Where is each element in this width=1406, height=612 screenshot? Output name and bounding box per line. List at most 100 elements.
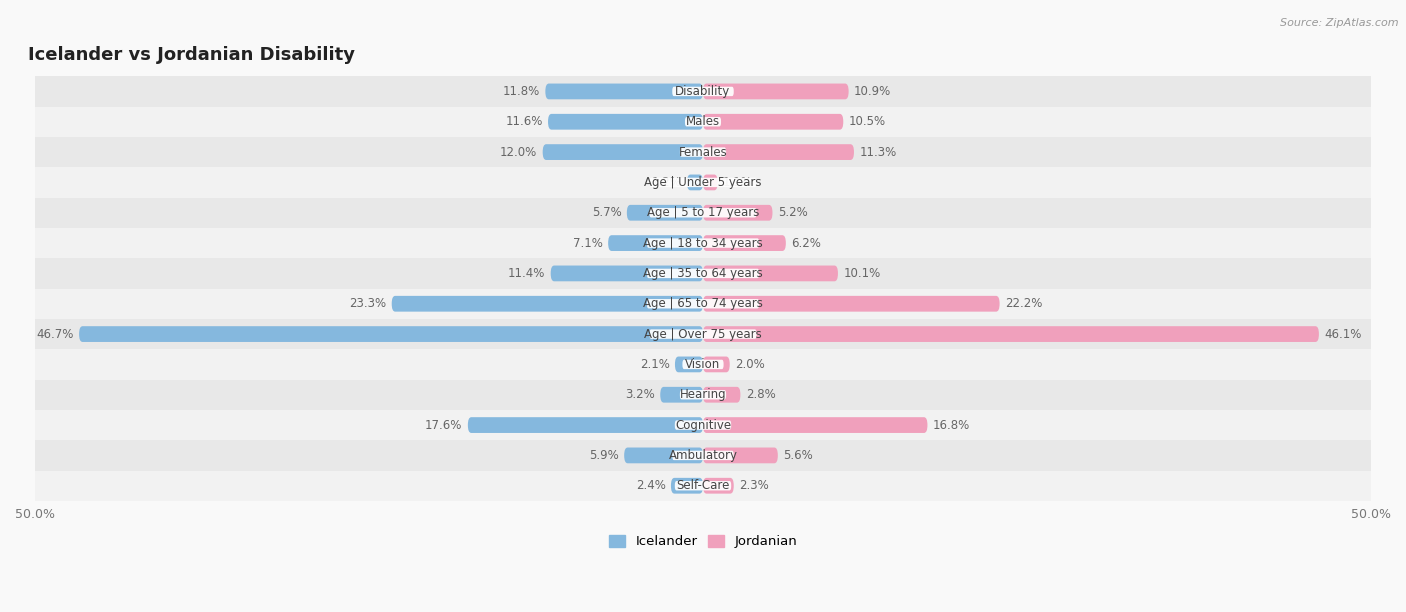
Text: Age | Under 5 years: Age | Under 5 years: [644, 176, 762, 189]
FancyBboxPatch shape: [703, 447, 778, 463]
Text: 22.2%: 22.2%: [1005, 297, 1042, 310]
FancyBboxPatch shape: [624, 447, 703, 463]
Text: 5.7%: 5.7%: [592, 206, 621, 219]
FancyBboxPatch shape: [35, 289, 1371, 319]
Text: 5.9%: 5.9%: [589, 449, 619, 462]
Text: 10.1%: 10.1%: [844, 267, 880, 280]
FancyBboxPatch shape: [35, 76, 1371, 106]
FancyBboxPatch shape: [672, 87, 734, 96]
FancyBboxPatch shape: [35, 410, 1371, 440]
FancyBboxPatch shape: [392, 296, 703, 312]
FancyBboxPatch shape: [35, 106, 1371, 137]
FancyBboxPatch shape: [546, 84, 703, 99]
FancyBboxPatch shape: [688, 174, 703, 190]
Legend: Icelander, Jordanian: Icelander, Jordanian: [603, 530, 803, 554]
FancyBboxPatch shape: [650, 208, 756, 217]
Text: 6.2%: 6.2%: [792, 237, 821, 250]
FancyBboxPatch shape: [703, 205, 772, 221]
Text: 1.2%: 1.2%: [652, 176, 682, 189]
Text: 2.8%: 2.8%: [745, 388, 776, 401]
FancyBboxPatch shape: [703, 357, 730, 372]
FancyBboxPatch shape: [703, 478, 734, 494]
FancyBboxPatch shape: [468, 417, 703, 433]
FancyBboxPatch shape: [647, 299, 759, 308]
FancyBboxPatch shape: [703, 114, 844, 130]
Text: 1.1%: 1.1%: [723, 176, 754, 189]
Text: 46.7%: 46.7%: [37, 327, 73, 341]
Text: 10.9%: 10.9%: [853, 85, 891, 98]
FancyBboxPatch shape: [685, 117, 721, 127]
FancyBboxPatch shape: [703, 387, 741, 403]
FancyBboxPatch shape: [35, 167, 1371, 198]
FancyBboxPatch shape: [672, 450, 734, 460]
Text: Age | 5 to 17 years: Age | 5 to 17 years: [647, 206, 759, 219]
FancyBboxPatch shape: [627, 205, 703, 221]
Text: Age | 18 to 34 years: Age | 18 to 34 years: [643, 237, 763, 250]
FancyBboxPatch shape: [703, 417, 928, 433]
Text: 11.6%: 11.6%: [505, 115, 543, 129]
Text: 11.4%: 11.4%: [508, 267, 546, 280]
FancyBboxPatch shape: [35, 198, 1371, 228]
FancyBboxPatch shape: [35, 228, 1371, 258]
FancyBboxPatch shape: [551, 266, 703, 282]
Text: 7.1%: 7.1%: [572, 237, 603, 250]
FancyBboxPatch shape: [675, 481, 731, 490]
FancyBboxPatch shape: [650, 177, 756, 187]
FancyBboxPatch shape: [681, 147, 725, 157]
Text: 5.2%: 5.2%: [778, 206, 807, 219]
Text: 12.0%: 12.0%: [501, 146, 537, 159]
Text: Disability: Disability: [675, 85, 731, 98]
FancyBboxPatch shape: [703, 84, 849, 99]
Text: 2.3%: 2.3%: [740, 479, 769, 492]
Text: 2.4%: 2.4%: [636, 479, 665, 492]
Text: 2.0%: 2.0%: [735, 358, 765, 371]
Text: 3.2%: 3.2%: [626, 388, 655, 401]
FancyBboxPatch shape: [703, 266, 838, 282]
FancyBboxPatch shape: [79, 326, 703, 342]
FancyBboxPatch shape: [548, 114, 703, 130]
FancyBboxPatch shape: [703, 326, 1319, 342]
FancyBboxPatch shape: [703, 174, 717, 190]
Text: 2.1%: 2.1%: [640, 358, 669, 371]
Text: Hearing: Hearing: [679, 388, 727, 401]
FancyBboxPatch shape: [35, 258, 1371, 289]
Text: Icelander vs Jordanian Disability: Icelander vs Jordanian Disability: [28, 46, 356, 64]
Text: Age | 35 to 64 years: Age | 35 to 64 years: [643, 267, 763, 280]
FancyBboxPatch shape: [650, 329, 756, 339]
Text: Age | Over 75 years: Age | Over 75 years: [644, 327, 762, 341]
FancyBboxPatch shape: [35, 319, 1371, 349]
Text: 16.8%: 16.8%: [932, 419, 970, 431]
FancyBboxPatch shape: [703, 296, 1000, 312]
FancyBboxPatch shape: [661, 387, 703, 403]
FancyBboxPatch shape: [675, 420, 731, 430]
FancyBboxPatch shape: [543, 144, 703, 160]
FancyBboxPatch shape: [647, 269, 759, 278]
FancyBboxPatch shape: [35, 440, 1371, 471]
FancyBboxPatch shape: [671, 478, 703, 494]
Text: Females: Females: [679, 146, 727, 159]
Text: 11.3%: 11.3%: [859, 146, 897, 159]
FancyBboxPatch shape: [703, 144, 853, 160]
Text: 23.3%: 23.3%: [349, 297, 387, 310]
FancyBboxPatch shape: [35, 379, 1371, 410]
Text: 17.6%: 17.6%: [425, 419, 463, 431]
Text: Source: ZipAtlas.com: Source: ZipAtlas.com: [1281, 18, 1399, 28]
FancyBboxPatch shape: [35, 471, 1371, 501]
Text: Males: Males: [686, 115, 720, 129]
Text: 46.1%: 46.1%: [1324, 327, 1361, 341]
Text: Ambulatory: Ambulatory: [668, 449, 738, 462]
FancyBboxPatch shape: [647, 239, 759, 248]
Text: 11.8%: 11.8%: [503, 85, 540, 98]
Text: 10.5%: 10.5%: [849, 115, 886, 129]
Text: 5.6%: 5.6%: [783, 449, 813, 462]
FancyBboxPatch shape: [675, 357, 703, 372]
FancyBboxPatch shape: [682, 360, 724, 369]
FancyBboxPatch shape: [609, 235, 703, 251]
FancyBboxPatch shape: [681, 390, 725, 400]
Text: Cognitive: Cognitive: [675, 419, 731, 431]
Text: Age | 65 to 74 years: Age | 65 to 74 years: [643, 297, 763, 310]
FancyBboxPatch shape: [35, 137, 1371, 167]
FancyBboxPatch shape: [35, 349, 1371, 379]
FancyBboxPatch shape: [703, 235, 786, 251]
Text: Self-Care: Self-Care: [676, 479, 730, 492]
